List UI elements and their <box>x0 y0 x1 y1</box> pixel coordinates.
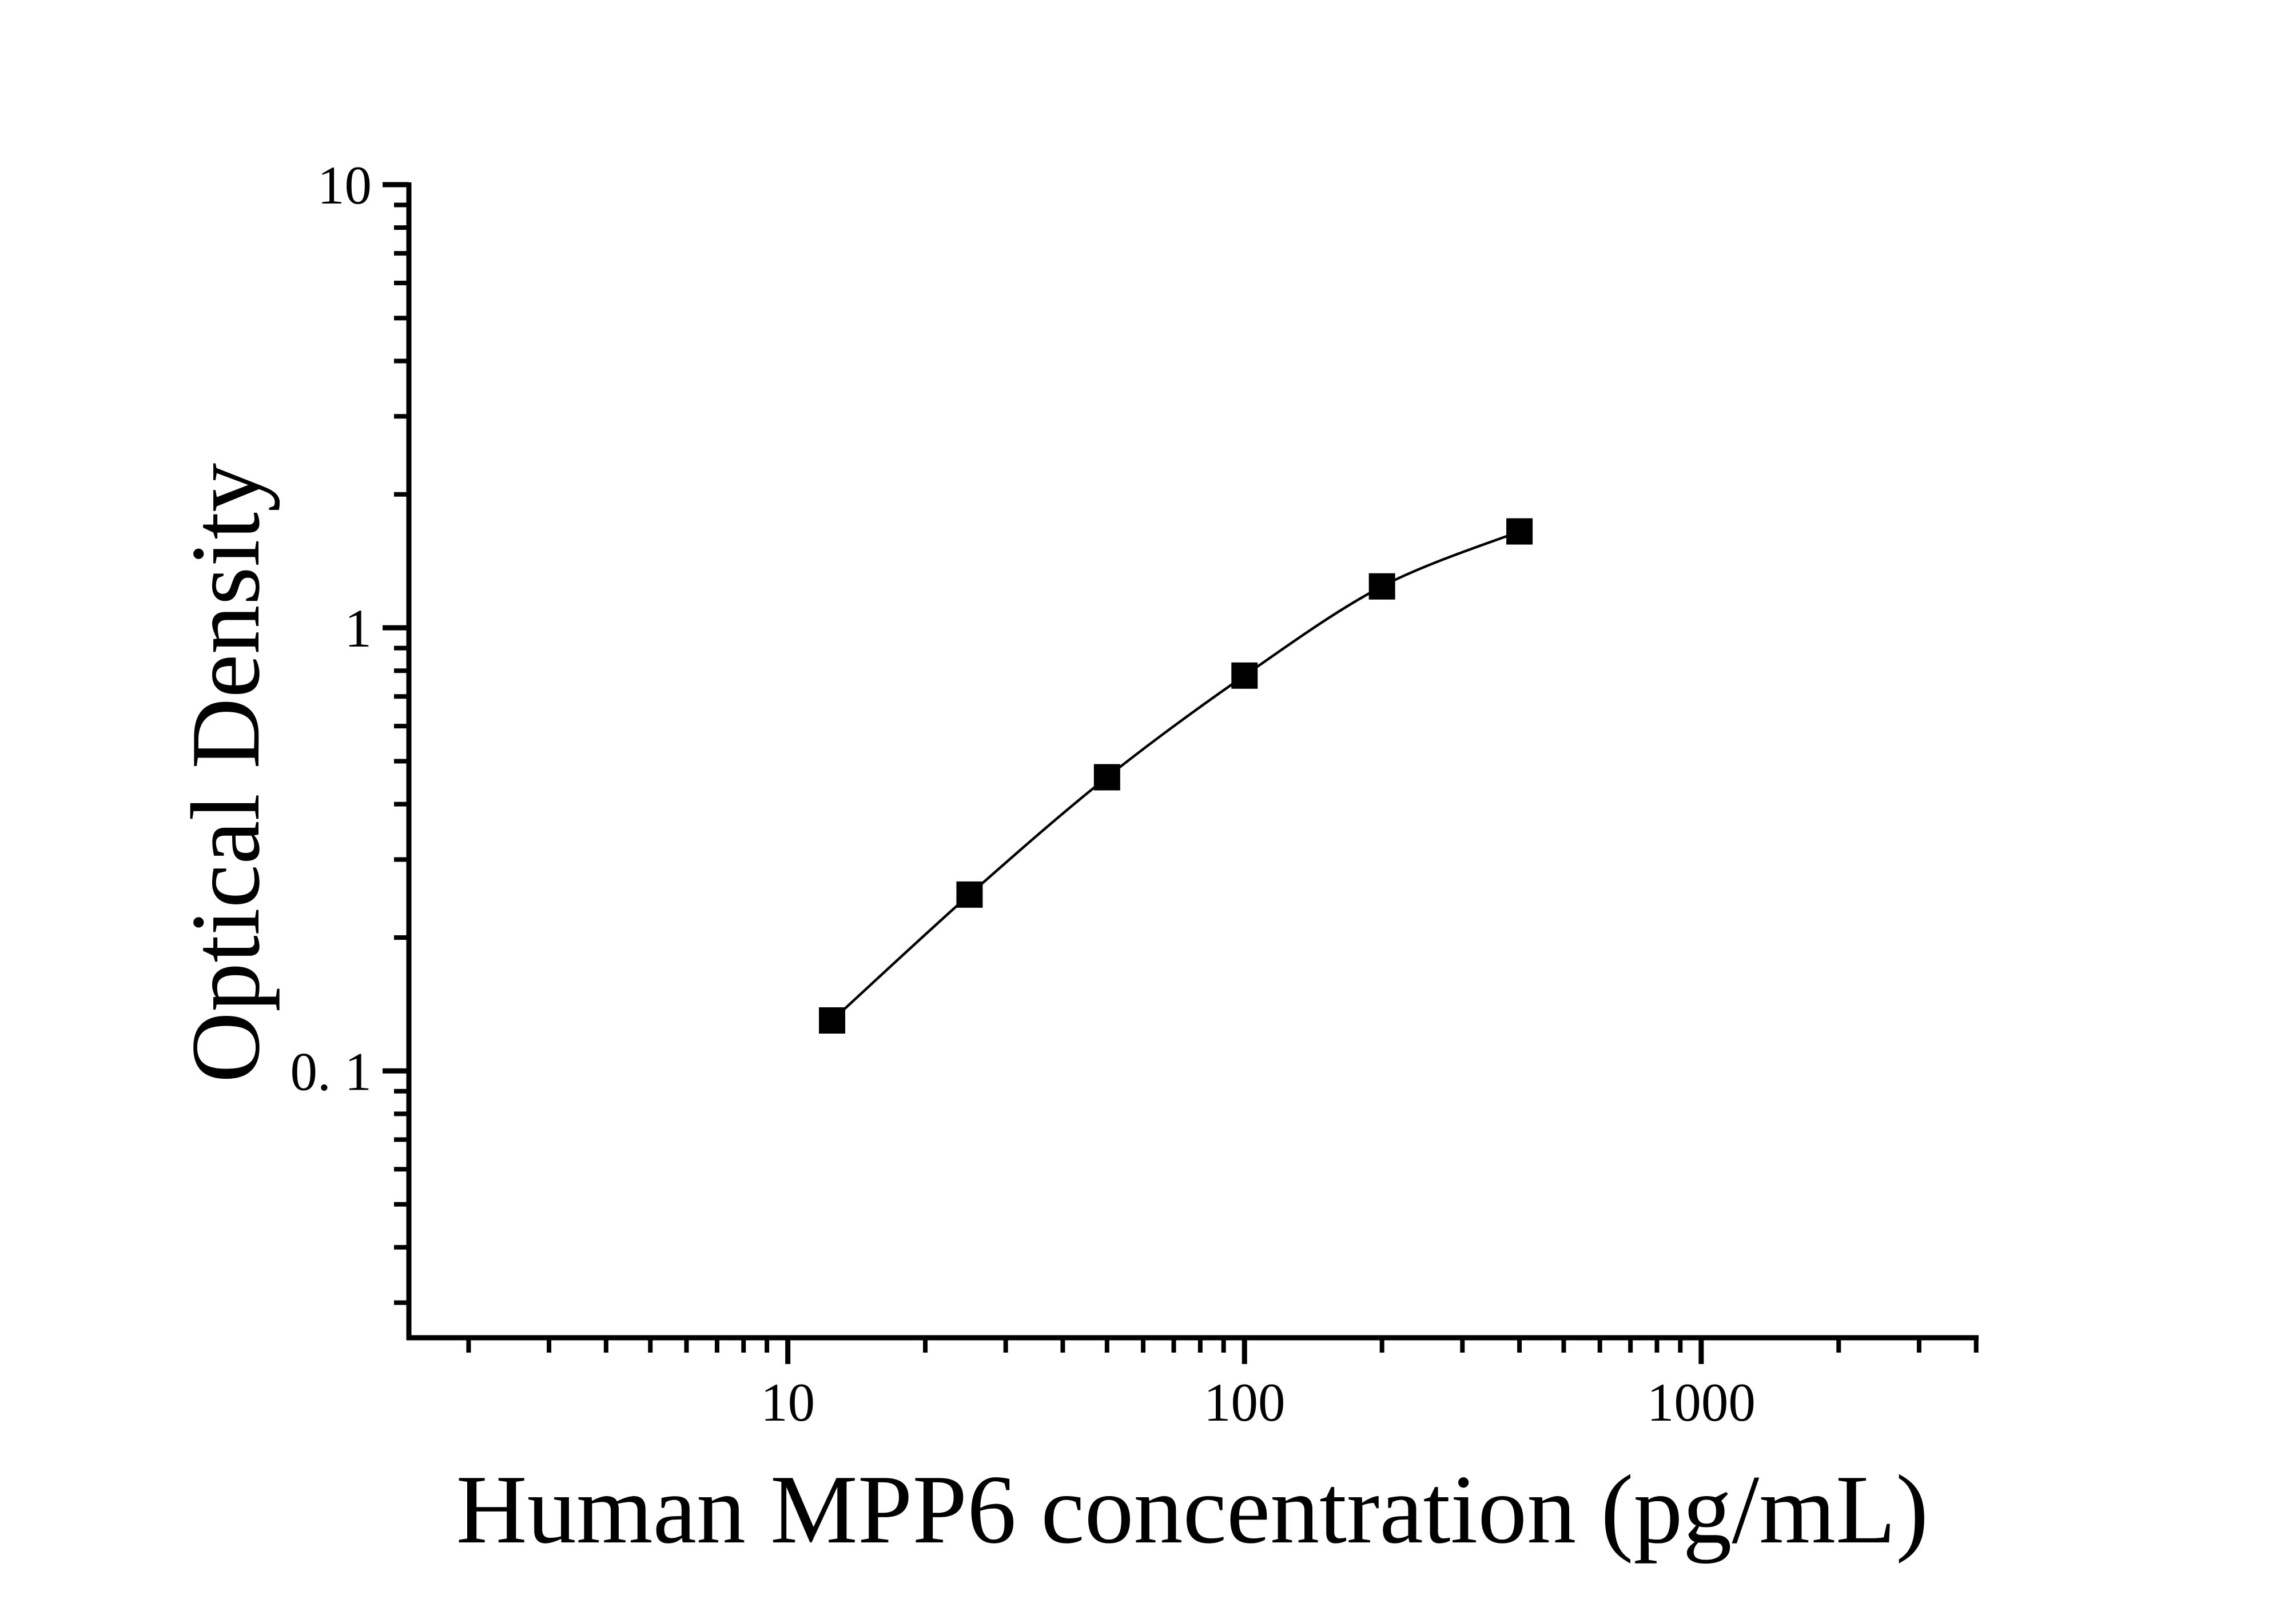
axis-tick-labels: 10 100 1000 10 1 0. 1 <box>291 155 1756 1433</box>
y-tick-label: 1 <box>345 598 372 659</box>
data-series <box>819 518 1533 1034</box>
x-tick-label: 1000 <box>1647 1372 1756 1433</box>
data-point-marker <box>1093 764 1120 791</box>
y-axis-title: Optical Density <box>172 463 280 1083</box>
data-point-marker <box>819 1007 846 1034</box>
x-axis-title: Human MPP6 concentration (pg/mL) <box>456 1456 1929 1564</box>
data-point-marker <box>1368 573 1395 600</box>
fit-curve <box>831 530 1520 1022</box>
y-tick-label: 10 <box>317 155 372 216</box>
x-tick-label: 100 <box>1204 1372 1286 1433</box>
data-point-marker <box>1231 662 1258 689</box>
data-point-marker <box>956 881 983 908</box>
axis-ticks <box>383 182 1979 1364</box>
data-point-marker <box>1506 518 1533 545</box>
x-tick-label: 10 <box>761 1372 815 1433</box>
y-tick-label: 0. 1 <box>291 1041 372 1102</box>
